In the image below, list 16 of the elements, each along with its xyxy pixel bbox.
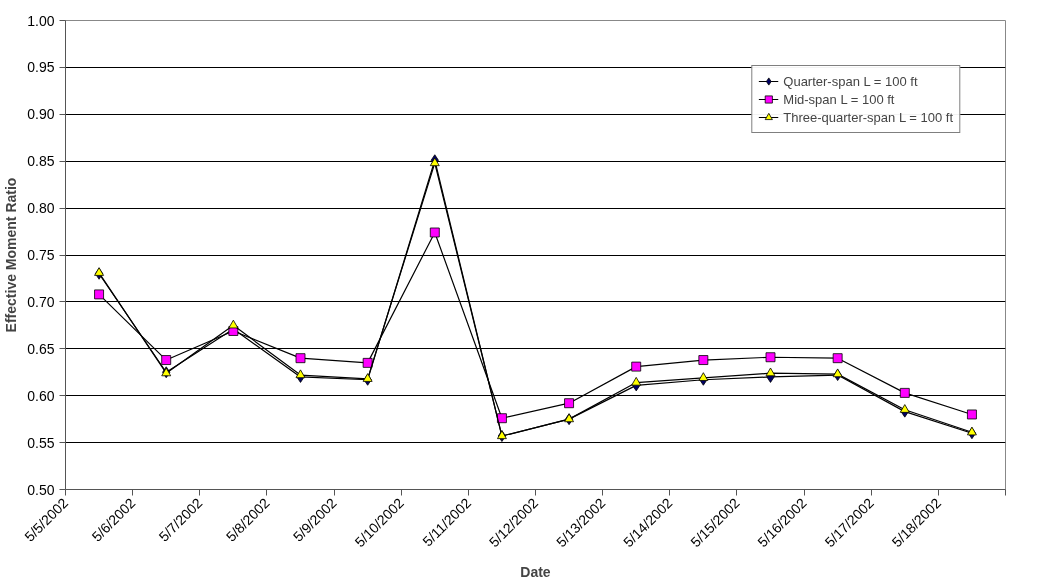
y-axis-title: Effective Moment Ratio [3, 177, 20, 333]
legend-label: Mid-span L = 100 ft [783, 90, 895, 108]
x-axis-title: Date [520, 563, 551, 580]
y-tick-label: 0.80 [27, 200, 55, 217]
y-tick-label: 0.85 [27, 153, 55, 170]
legend-label: Three-quarter-span L = 100 ft [783, 108, 953, 126]
y-tick-label: 0.70 [27, 293, 55, 310]
y-tick-label: 0.95 [27, 59, 55, 76]
y-tick-label: 1.00 [27, 12, 55, 29]
y-tick-label: 0.90 [27, 106, 55, 123]
y-tick-label: 0.60 [27, 387, 55, 404]
y-tick-label: 0.55 [27, 434, 55, 451]
y-tick-label: 0.65 [27, 340, 55, 357]
y-tick-label: 0.75 [27, 247, 55, 263]
legend-label: Quarter-span L = 100 ft [783, 72, 918, 90]
y-tick-label: 0.50 [27, 481, 55, 498]
